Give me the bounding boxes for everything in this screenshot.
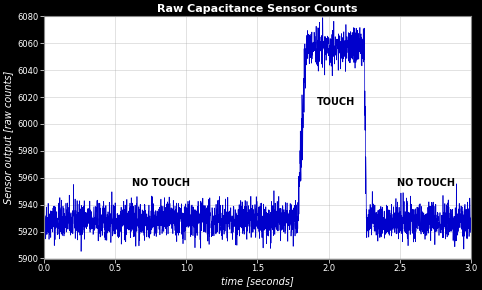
Text: NO TOUCH: NO TOUCH xyxy=(132,178,189,188)
X-axis label: time [seconds]: time [seconds] xyxy=(221,276,294,286)
Text: TOUCH: TOUCH xyxy=(317,97,355,107)
Text: NO TOUCH: NO TOUCH xyxy=(397,178,455,188)
Y-axis label: Sensor output [raw counts]: Sensor output [raw counts] xyxy=(4,71,14,204)
Title: Raw Capacitance Sensor Counts: Raw Capacitance Sensor Counts xyxy=(157,4,358,14)
